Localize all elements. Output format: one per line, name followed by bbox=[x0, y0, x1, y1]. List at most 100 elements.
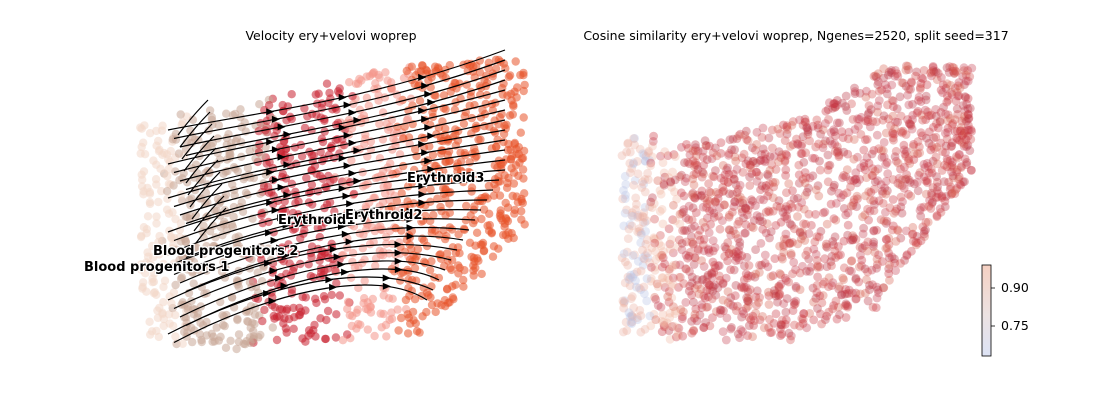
cosine-cell-point bbox=[681, 213, 691, 223]
cosine-cell-point bbox=[904, 189, 913, 199]
velocity-cell-point bbox=[498, 90, 507, 99]
cosine-cell-point bbox=[879, 146, 888, 156]
cosine-cell-point bbox=[923, 162, 933, 171]
cosine-cell-point bbox=[908, 236, 918, 246]
cosine-cell-point bbox=[778, 207, 788, 217]
cosine-cell-point bbox=[905, 178, 915, 187]
cosine-cell-point bbox=[850, 89, 860, 98]
cosine-cell-point bbox=[707, 273, 717, 282]
velocity-cell-point bbox=[422, 288, 432, 297]
cosine-cell-point bbox=[919, 226, 929, 236]
cosine-cell-point bbox=[877, 186, 887, 196]
velocity-cell-point bbox=[503, 203, 513, 212]
cosine-cell-point bbox=[627, 311, 637, 320]
cosine-cell-point bbox=[718, 327, 728, 336]
velocity-cell-point bbox=[181, 237, 190, 246]
cosine-cell-point bbox=[664, 266, 674, 276]
velocity-cell-point bbox=[152, 219, 161, 228]
cosine-cell-point bbox=[636, 311, 646, 321]
cosine-cell-point bbox=[947, 188, 957, 198]
velocity-cell-point bbox=[443, 284, 452, 293]
cosine-cell-point bbox=[963, 66, 973, 75]
cosine-cell-point bbox=[708, 286, 718, 296]
velocity-cell-point bbox=[394, 326, 403, 335]
cosine-cell-point bbox=[672, 194, 682, 204]
cosine-cell-point bbox=[774, 283, 784, 292]
velocity-cell-point bbox=[233, 314, 242, 324]
cosine-cell-point bbox=[739, 213, 748, 223]
cosine-cell-point bbox=[829, 99, 838, 108]
cosine-cell-point bbox=[848, 235, 858, 245]
cosine-cell-point bbox=[788, 238, 797, 247]
cosine-cell-point bbox=[711, 166, 720, 175]
cosine-cell-point bbox=[714, 271, 724, 281]
cosine-cell-point bbox=[659, 278, 668, 288]
velocity-arrowhead bbox=[427, 132, 436, 140]
cosine-cell-point bbox=[763, 169, 772, 179]
cosine-cell-point bbox=[963, 76, 973, 86]
velocity-cell-point bbox=[152, 180, 161, 189]
cosine-cell-point bbox=[687, 328, 697, 338]
cosine-cell-point bbox=[682, 226, 691, 236]
cosine-cell-point bbox=[723, 298, 733, 307]
cosine-cell-point bbox=[713, 194, 723, 203]
cosine-cell-point bbox=[782, 235, 791, 244]
cosine-cell-point bbox=[727, 145, 736, 155]
cosine-cell-point bbox=[963, 131, 973, 141]
velocity-arrowhead bbox=[418, 174, 427, 182]
velocity-cell-point bbox=[511, 57, 520, 66]
cosine-cell-point bbox=[682, 140, 691, 149]
velocity-cell-point bbox=[377, 323, 386, 332]
cosine-cell-point bbox=[707, 205, 717, 215]
cosine-cell-point bbox=[774, 281, 784, 291]
cosine-cell-point bbox=[816, 226, 826, 236]
cosine-cell-point bbox=[909, 149, 919, 159]
cosine-cell-point bbox=[897, 78, 907, 88]
cosine-cell-point bbox=[931, 132, 941, 142]
velocity-streamline bbox=[173, 284, 428, 344]
cosine-cell-point bbox=[841, 313, 851, 322]
cosine-cell-point bbox=[745, 172, 754, 182]
cosine-cell-point bbox=[889, 135, 898, 145]
cosine-cell-point bbox=[664, 224, 674, 234]
velocity-arrowhead bbox=[276, 244, 285, 252]
velocity-cell-point bbox=[411, 145, 420, 154]
cosine-cell-point bbox=[927, 67, 936, 77]
cosine-cell-point bbox=[645, 202, 655, 212]
velocity-arrowhead bbox=[277, 153, 286, 161]
cosine-cell-point bbox=[692, 160, 702, 170]
velocity-cell-point bbox=[301, 306, 310, 315]
cosine-cell-point bbox=[846, 176, 855, 185]
cosine-cell-point bbox=[625, 220, 635, 229]
cosine-cell-point bbox=[886, 121, 895, 131]
cosine-cell-point bbox=[896, 202, 906, 212]
cosine-cell-point bbox=[841, 102, 850, 111]
cosine-cell-point bbox=[960, 126, 970, 136]
cosine-cell-point bbox=[703, 292, 713, 302]
cosine-cell-point bbox=[663, 273, 673, 283]
cosine-cell-point bbox=[842, 165, 852, 175]
cosine-cell-point bbox=[702, 155, 712, 165]
cosine-cell-point bbox=[798, 315, 808, 324]
velocity-cell-point bbox=[268, 323, 277, 332]
cosine-cell-point bbox=[938, 88, 947, 97]
cosine-cell-point bbox=[705, 187, 714, 197]
cosine-cell-point bbox=[657, 250, 667, 260]
cosine-cell-point bbox=[741, 204, 751, 214]
velocity-cell-point bbox=[504, 72, 514, 82]
cosine-cell-point bbox=[946, 88, 956, 97]
cosine-cell-point bbox=[657, 205, 667, 214]
cosine-cell-point bbox=[834, 152, 844, 162]
cosine-cell-point bbox=[730, 152, 740, 162]
cosine-cell-point bbox=[722, 165, 731, 175]
cosine-cell-point bbox=[833, 146, 843, 156]
cosine-cell-point bbox=[762, 219, 772, 229]
cosine-cell-point bbox=[774, 291, 784, 301]
cosine-cell-point bbox=[860, 241, 870, 251]
cosine-cell-point bbox=[620, 296, 630, 306]
velocity-cell-point bbox=[176, 110, 185, 119]
cosine-cell-point bbox=[951, 185, 960, 195]
velocity-cell-point bbox=[325, 88, 334, 98]
cosine-cell-point bbox=[752, 140, 761, 149]
cosine-cell-point bbox=[916, 128, 926, 138]
